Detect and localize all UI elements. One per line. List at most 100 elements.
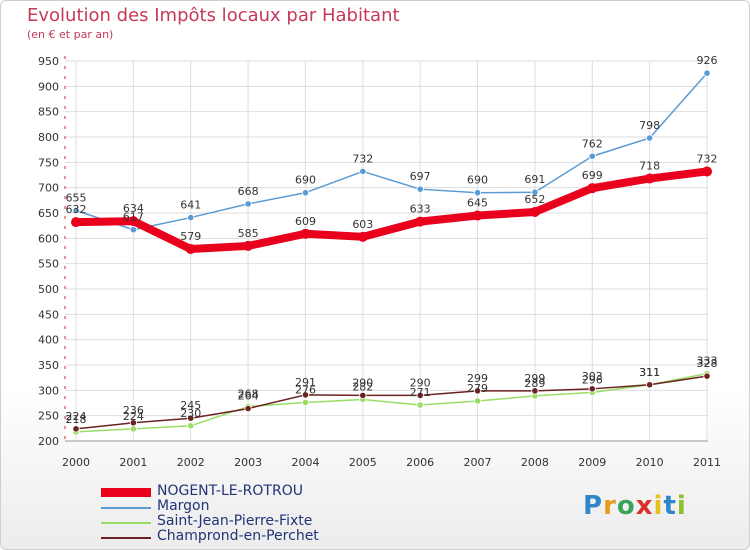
data-point [301,398,310,407]
legend-label: Margon [157,498,210,514]
data-point [128,216,139,227]
data-point [300,228,311,239]
legend-swatch-nogent [101,488,151,497]
data-label: 299 [524,372,545,385]
data-point [71,217,81,228]
data-label: 291 [295,376,316,389]
data-label: 230 [180,407,201,420]
data-label: 245 [180,399,201,412]
data-label: 276 [295,383,316,396]
y-tick-label: 500 [38,283,59,296]
data-point [416,401,424,409]
data-label: 926 [697,54,718,67]
data-point [72,206,80,215]
data-point [702,166,712,177]
legend-swatch-margon [101,507,151,509]
data-label: 236 [123,404,144,417]
data-label: 311 [639,366,660,379]
chart-subtitle: (en € et par an) [27,28,114,41]
x-tick-label: 2011 [693,456,721,469]
y-tick-label: 700 [38,182,59,195]
data-label: 328 [697,357,718,370]
data-point [531,387,539,395]
data-label: 697 [410,170,431,183]
data-label: 798 [639,119,660,132]
data-point [646,134,654,142]
data-label: 282 [352,380,373,393]
data-label: 289 [524,377,545,390]
legend-label: NOGENT-LE-ROTROU [157,483,303,499]
data-label: 333 [697,355,718,368]
chart-title: Evolution des Impôts locaux par Habitant [27,5,400,26]
x-tick-label: 2002 [177,456,205,469]
y-tick-label: 850 [38,106,59,119]
x-tick-label: 2006 [406,456,434,469]
data-point [301,189,310,197]
data-point [529,206,540,217]
data-point [473,387,482,395]
data-point [703,69,711,77]
data-label: 668 [238,185,259,198]
data-label: 645 [467,197,488,210]
data-label: 762 [582,137,603,150]
data-label: 652 [524,193,545,206]
data-label: 224 [66,410,87,423]
data-point [416,185,424,193]
data-label: 655 [66,191,87,204]
data-label: 296 [582,373,603,386]
data-label: 303 [582,370,603,383]
series-line [75,372,708,433]
y-tick-label: 750 [38,156,59,169]
legend-swatch-champrond [101,537,151,539]
x-tick-label: 2004 [291,456,319,469]
data-point [416,391,424,399]
data-label: 691 [524,173,545,186]
y-tick-label: 800 [38,131,59,144]
data-label: 609 [295,215,316,228]
data-label: 311 [639,366,660,379]
data-point [129,226,137,234]
data-label: 268 [238,388,259,401]
y-tick-label: 600 [38,232,59,245]
y-tick-label: 900 [38,80,59,93]
y-tick-label: 550 [38,258,59,271]
data-label: 271 [410,386,431,399]
data-point [357,231,368,242]
y-tick-label: 350 [38,359,59,372]
data-point [187,422,195,430]
data-point [473,189,482,197]
data-point [243,240,254,251]
data-label: 224 [123,410,144,423]
x-tick-label: 2007 [464,456,492,469]
x-tick-label: 2005 [349,456,377,469]
data-point [244,200,252,208]
data-point [244,404,252,413]
series-line [75,375,708,430]
y-tick-label: 400 [38,334,59,347]
data-point [703,372,711,380]
data-label: 279 [467,382,488,395]
data-point [72,425,80,433]
data-label: 690 [467,174,488,187]
data-label: 634 [123,202,144,215]
data-label: 718 [639,160,660,173]
data-point [187,414,195,422]
proxiti-logo: Proxiti [583,491,687,521]
data-label: 633 [410,203,431,216]
x-tick-label: 2010 [636,456,664,469]
y-tick-label: 250 [38,410,59,423]
data-point [359,391,367,399]
data-label: 264 [238,390,259,403]
legend-label: Champrond-en-Perchet [157,528,319,544]
data-point [185,243,196,254]
x-tick-label: 2008 [521,456,549,469]
data-point [531,188,539,196]
data-label: 732 [352,152,373,165]
y-tick-label: 650 [38,207,59,220]
data-label: 579 [180,230,201,243]
y-tick-label: 200 [38,435,59,448]
data-point [588,385,596,393]
data-label: 585 [238,227,259,240]
